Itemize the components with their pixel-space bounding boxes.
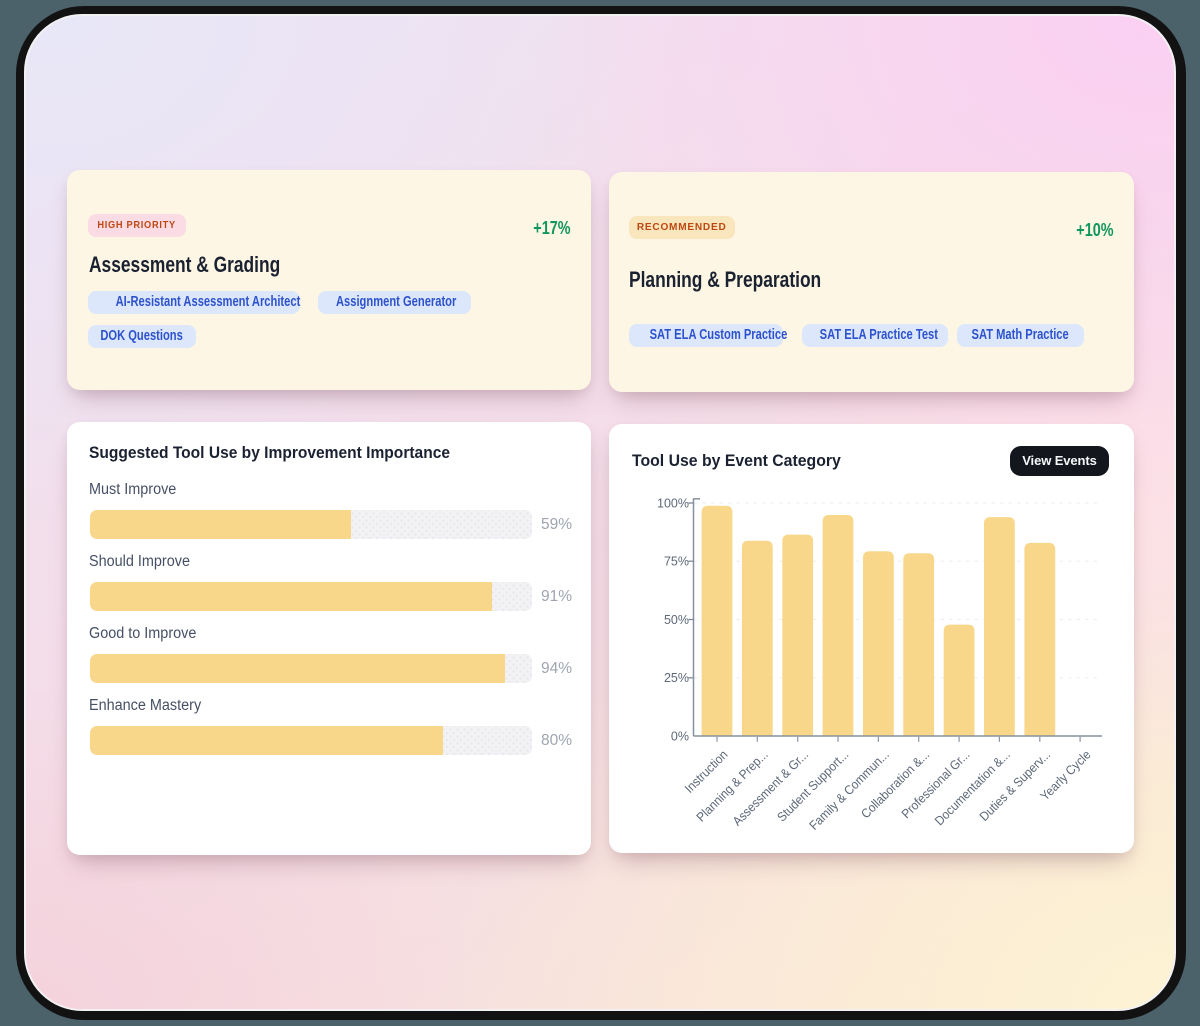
svg-text:Documentation &...: Documentation &...: [932, 747, 1013, 828]
svg-text:25%: 25%: [664, 671, 689, 685]
svg-text:Assessment & Gr...: Assessment & Gr...: [730, 747, 811, 828]
svg-text:50%: 50%: [664, 613, 689, 627]
svg-text:Planning & Prep...: Planning & Prep...: [694, 747, 771, 824]
svg-text:75%: 75%: [664, 555, 689, 569]
svg-text:100%: 100%: [657, 496, 689, 510]
svg-text:Student Support...: Student Support...: [774, 747, 851, 824]
svg-text:0%: 0%: [671, 729, 689, 743]
svg-text:Duties & Superv...: Duties & Superv...: [977, 747, 1054, 824]
